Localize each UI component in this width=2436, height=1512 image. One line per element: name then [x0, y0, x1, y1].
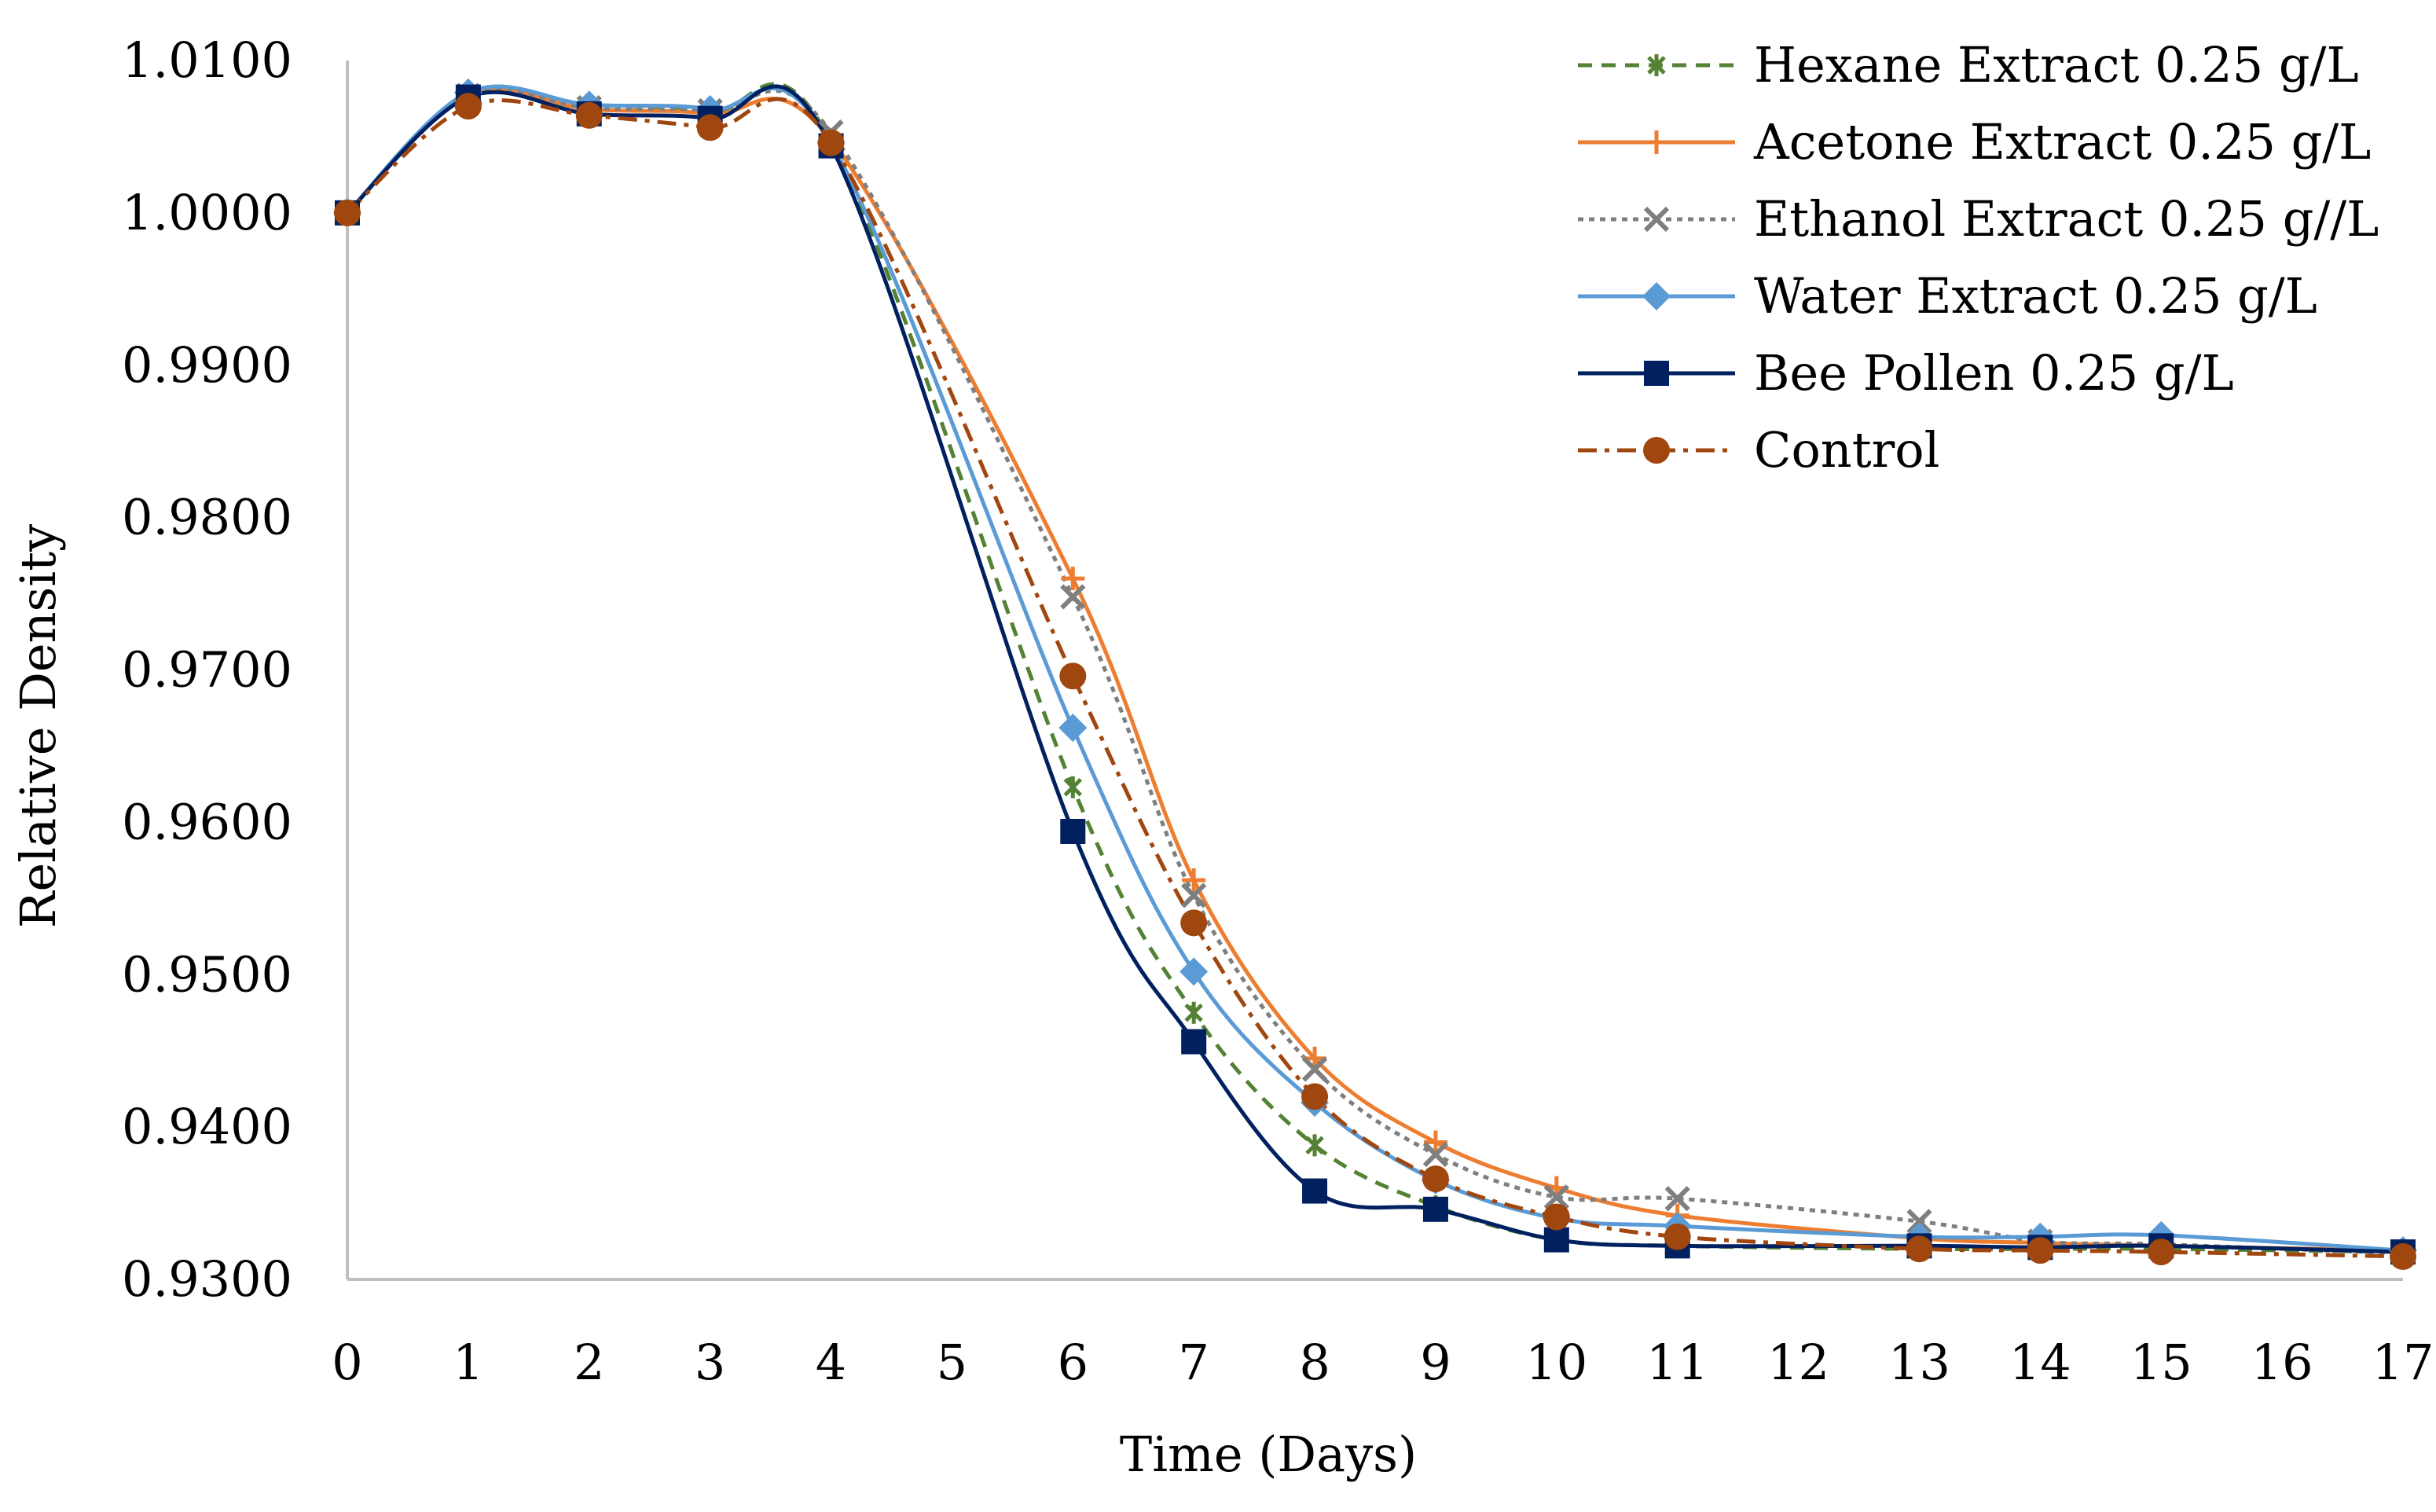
data-point: [1305, 1134, 1324, 1157]
x-tick-label: 14: [2009, 1334, 2071, 1391]
legend: Hexane Extract 0.25 g/L Acetone Extract 0…: [1578, 36, 2379, 479]
legend-label: Hexane Extract 0.25 g/L: [1754, 36, 2359, 94]
data-point: [1543, 1227, 1569, 1253]
data-point: [1179, 957, 1209, 986]
x-tick-label: 6: [1058, 1334, 1088, 1391]
series-line-2: [346, 86, 2404, 1253]
data-point: [696, 114, 724, 141]
y-axis-title: Relative Density: [9, 524, 67, 928]
data-point: [1422, 1141, 1449, 1168]
x-tick-label: 3: [695, 1334, 725, 1391]
axes: 0.9300 0.9400 0.9500 0.9600 0.9700 0.9800 0.99…: [122, 31, 2434, 1391]
data-point: [1906, 1209, 1932, 1235]
legend-marker: [1647, 54, 1666, 76]
x-tick-label: 11: [1646, 1334, 1708, 1391]
x-axis-title: Time (Days): [1120, 1426, 1417, 1483]
x-tick-label: 0: [332, 1334, 362, 1391]
y-tick-label: 1.0100: [122, 31, 292, 89]
data-point: [1182, 868, 1206, 893]
data-point: [1664, 1223, 1691, 1250]
legend-marker: [1645, 130, 1668, 154]
data-point: [1060, 819, 1086, 845]
legend-label: Bee Pollen 0.25 g/L: [1754, 344, 2234, 402]
y-tick-label: 0.9600: [122, 793, 292, 850]
x-tick-label: 2: [574, 1334, 604, 1391]
x-tick-label: 7: [1178, 1334, 1209, 1391]
x-tick-label: 10: [1525, 1334, 1587, 1391]
y-tick-label: 0.9800: [122, 489, 292, 546]
y-tick-label: 0.9400: [122, 1098, 292, 1155]
legend-marker: [1643, 437, 1670, 464]
y-tick-label: 1.0000: [122, 184, 292, 241]
series-line-1: [346, 82, 2404, 1254]
data-point: [1906, 1235, 1933, 1263]
data-point: [1181, 883, 1207, 908]
data-point: [1423, 1130, 1447, 1154]
data-point: [2148, 1239, 2175, 1266]
series-line-3: [346, 87, 2404, 1256]
y-tick-label: 0.9300: [122, 1250, 292, 1308]
legend-item: Bee Pollen 0.25 g/L: [1578, 344, 2234, 402]
x-tick-label: 13: [1888, 1334, 1950, 1391]
x-tick-label: 16: [2251, 1334, 2313, 1391]
legend-item: Hexane Extract 0.25 g/L: [1578, 36, 2359, 94]
legend-item: Control: [1578, 421, 1939, 479]
series-line-6: [346, 97, 2404, 1259]
series-layer: [346, 82, 2404, 1259]
legend-label: Water Extract 0.25 g/L: [1754, 267, 2317, 325]
y-tick-label: 0.9900: [122, 336, 292, 394]
data-point: [1184, 1001, 1203, 1024]
data-point: [1060, 584, 1086, 610]
x-tick-label: 5: [937, 1334, 967, 1391]
markers-layer: [333, 78, 2417, 1270]
legend-item: Water Extract 0.25 g/L: [1578, 267, 2317, 325]
data-point: [1422, 1196, 1448, 1222]
legend-marker: [1644, 361, 1669, 386]
data-point: [1543, 1184, 1569, 1210]
data-point: [1301, 1083, 1329, 1110]
data-point: [1422, 1165, 1449, 1193]
x-tick-label: 15: [2130, 1334, 2192, 1391]
data-point: [817, 129, 845, 156]
data-point: [2390, 1242, 2416, 1270]
legend-label: Acetone Extract 0.25 g/L: [1753, 113, 2371, 171]
y-tick-label: 0.9700: [122, 641, 292, 699]
legend-label: Ethanol Extract 0.25 g//L: [1754, 190, 2379, 248]
series-line-5: [346, 84, 2404, 1254]
legend-item: Ethanol Extract 0.25 g//L: [1578, 190, 2379, 248]
x-tick-label: 12: [1767, 1334, 1829, 1391]
legend-marker: [1643, 206, 1670, 233]
data-point: [1543, 1203, 1570, 1231]
x-tick-label: 4: [816, 1334, 846, 1391]
data-point: [1302, 1178, 1328, 1204]
data-point: [575, 101, 603, 129]
series-line-4: [346, 84, 2404, 1253]
data-point: [1301, 1056, 1328, 1082]
y-tick-label: 0.9500: [122, 945, 292, 1003]
data-point: [1063, 776, 1083, 798]
x-tick-label: 8: [1299, 1334, 1330, 1391]
data-point: [1181, 1029, 1207, 1055]
data-point: [1061, 567, 1085, 591]
legend-marker: [1642, 282, 1671, 310]
data-point: [2027, 1237, 2054, 1264]
data-point: [334, 199, 361, 226]
data-point: [1664, 1186, 1690, 1212]
legend-label: Control: [1754, 421, 1939, 479]
data-point: [1180, 909, 1208, 937]
legend-item: Acetone Extract 0.25 g/L: [1578, 113, 2371, 171]
x-tick-label: 1: [453, 1334, 483, 1391]
x-tick-label: 9: [1420, 1334, 1451, 1391]
data-point: [1059, 662, 1087, 690]
data-point: [454, 93, 482, 120]
x-tick-label: 17: [2372, 1334, 2434, 1391]
data-point: [1058, 714, 1088, 743]
